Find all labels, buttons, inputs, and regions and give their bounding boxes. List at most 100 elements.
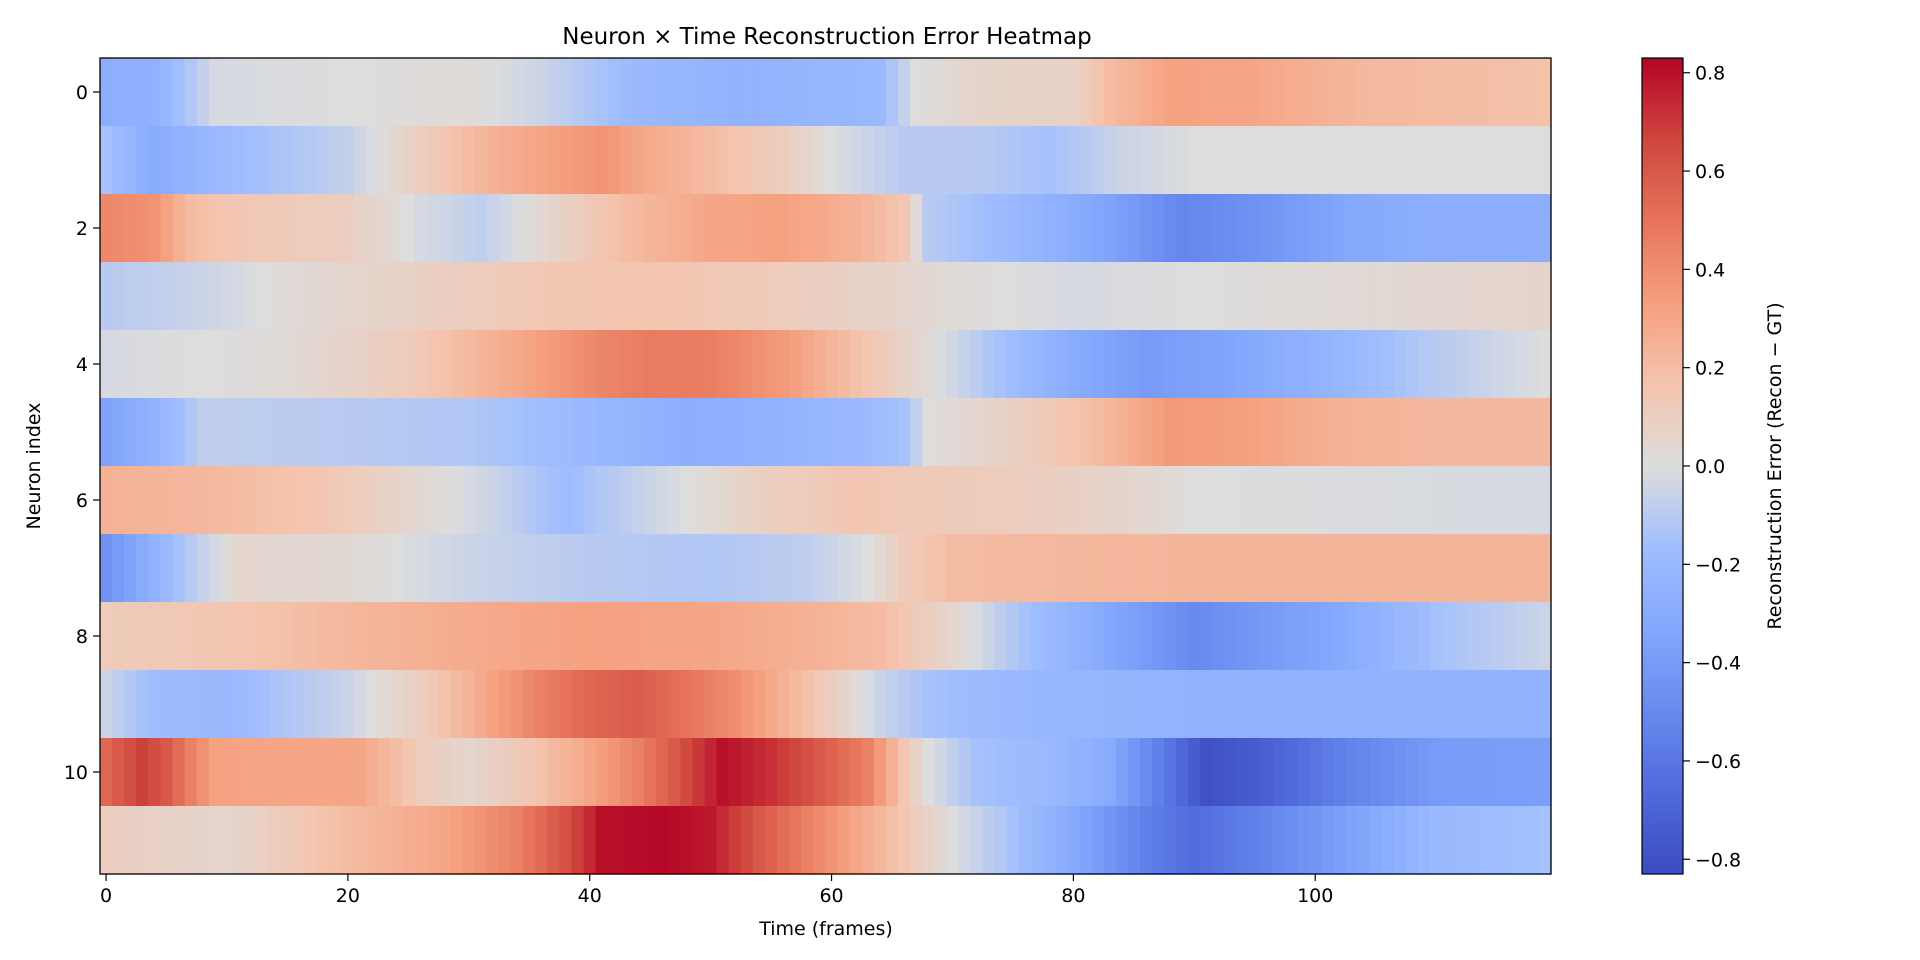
heatmap-cell: [619, 670, 633, 739]
heatmap-cell: [172, 330, 186, 399]
heatmap-cell: [438, 398, 452, 467]
heatmap-cell: [1454, 398, 1467, 467]
heatmap-cell: [112, 806, 125, 875]
heatmap-cell: [946, 330, 960, 399]
heatmap-cell: [777, 58, 790, 127]
heatmap-cell: [305, 806, 319, 875]
heatmap-cell: [208, 806, 222, 875]
heatmap-cell: [644, 534, 657, 603]
heatmap-cell: [523, 126, 536, 195]
heatmap-cell: [837, 398, 851, 467]
heatmap-cell: [1538, 58, 1552, 127]
heatmap-cell: [1514, 126, 1528, 195]
heatmap-cell: [414, 262, 428, 331]
heatmap-cell: [1369, 602, 1383, 671]
heatmap-cell: [462, 194, 476, 263]
heatmap-cell: [112, 534, 125, 603]
heatmap-cell: [269, 194, 282, 263]
heatmap-cell: [1151, 670, 1165, 739]
heatmap-cell: [196, 738, 210, 807]
heatmap-cell: [1055, 398, 1068, 467]
heatmap-cell: [341, 58, 355, 127]
heatmap-cell: [486, 806, 500, 875]
heatmap-cell: [994, 262, 1008, 331]
heatmap-cell: [922, 466, 935, 535]
heatmap-cell: [196, 806, 210, 875]
heatmap-cell: [982, 58, 996, 127]
heatmap-cell: [1224, 738, 1238, 807]
heatmap-cell: [1115, 262, 1129, 331]
heatmap-cell: [535, 466, 548, 535]
heatmap-cell: [208, 602, 222, 671]
heatmap-cell: [946, 466, 960, 535]
heatmap-cell: [535, 126, 548, 195]
heatmap-cell: [1333, 262, 1347, 331]
heatmap-cell: [728, 534, 742, 603]
heatmap-cell: [305, 466, 319, 535]
heatmap-cell: [1405, 602, 1419, 671]
heatmap-cell: [680, 194, 694, 263]
heatmap-cell: [1466, 126, 1480, 195]
heatmap-cell: [426, 126, 440, 195]
heatmap-cell: [1188, 738, 1201, 807]
heatmap-cell: [873, 126, 887, 195]
heatmap-cell: [789, 738, 802, 807]
heatmap-cell: [1284, 534, 1298, 603]
heatmap-cell: [353, 58, 367, 127]
heatmap-cell: [124, 806, 137, 875]
heatmap-cell: [1417, 126, 1431, 195]
x-tick-label: 20: [336, 885, 360, 907]
heatmap-cell: [1139, 126, 1153, 195]
heatmap-cell: [716, 398, 730, 467]
heatmap-cell: [148, 670, 162, 739]
heatmap-cell: [994, 58, 1008, 127]
heatmap-cell: [390, 58, 403, 127]
heatmap-cell: [1272, 670, 1286, 739]
heatmap-cell: [1369, 194, 1383, 263]
heatmap-cell: [1393, 534, 1407, 603]
heatmap-cell: [765, 806, 778, 875]
heatmap-cell: [583, 534, 597, 603]
heatmap-cell: [1200, 194, 1214, 263]
heatmap-cell: [1018, 466, 1032, 535]
heatmap-cell: [172, 194, 186, 263]
heatmap-cell: [547, 466, 561, 535]
heatmap-cell: [910, 466, 923, 535]
heatmap-cell: [740, 330, 754, 399]
heatmap-cell: [366, 398, 379, 467]
heatmap-cell: [293, 126, 307, 195]
heatmap-cell: [1043, 466, 1056, 535]
heatmap-cell: [1393, 670, 1407, 739]
heatmap-cell: [1164, 534, 1177, 603]
heatmap-cell: [837, 262, 851, 331]
heatmap-cell: [1357, 126, 1371, 195]
heatmap-cell: [245, 194, 258, 263]
heatmap-cell: [813, 194, 827, 263]
heatmap-cell: [341, 806, 355, 875]
heatmap-cell: [184, 398, 198, 467]
heatmap-cell: [438, 194, 452, 263]
heatmap-cell: [124, 262, 137, 331]
heatmap-cell: [100, 126, 113, 195]
heatmap-cell: [499, 262, 512, 331]
heatmap-cell: [1454, 262, 1467, 331]
heatmap-cell: [910, 398, 923, 467]
x-axis-ticks: 0 20 40 60 80 100: [100, 874, 1333, 907]
heatmap-cell: [982, 738, 996, 807]
heatmap-cell: [414, 738, 428, 807]
heatmap-cell: [450, 534, 464, 603]
heatmap-cell: [1055, 670, 1068, 739]
heatmap-cell: [474, 262, 488, 331]
heatmap-cell: [317, 194, 331, 263]
heatmap-cell: [1200, 602, 1214, 671]
heatmap-cell: [1502, 534, 1516, 603]
heatmap-cell: [1430, 466, 1443, 535]
heatmap-cell: [607, 806, 621, 875]
heatmap-cell: [535, 330, 548, 399]
heatmap-cell: [668, 194, 681, 263]
heatmap-cell: [1526, 670, 1540, 739]
heatmap-cell: [269, 58, 282, 127]
heatmap-cell: [704, 534, 718, 603]
heatmap-cell: [1272, 602, 1286, 671]
